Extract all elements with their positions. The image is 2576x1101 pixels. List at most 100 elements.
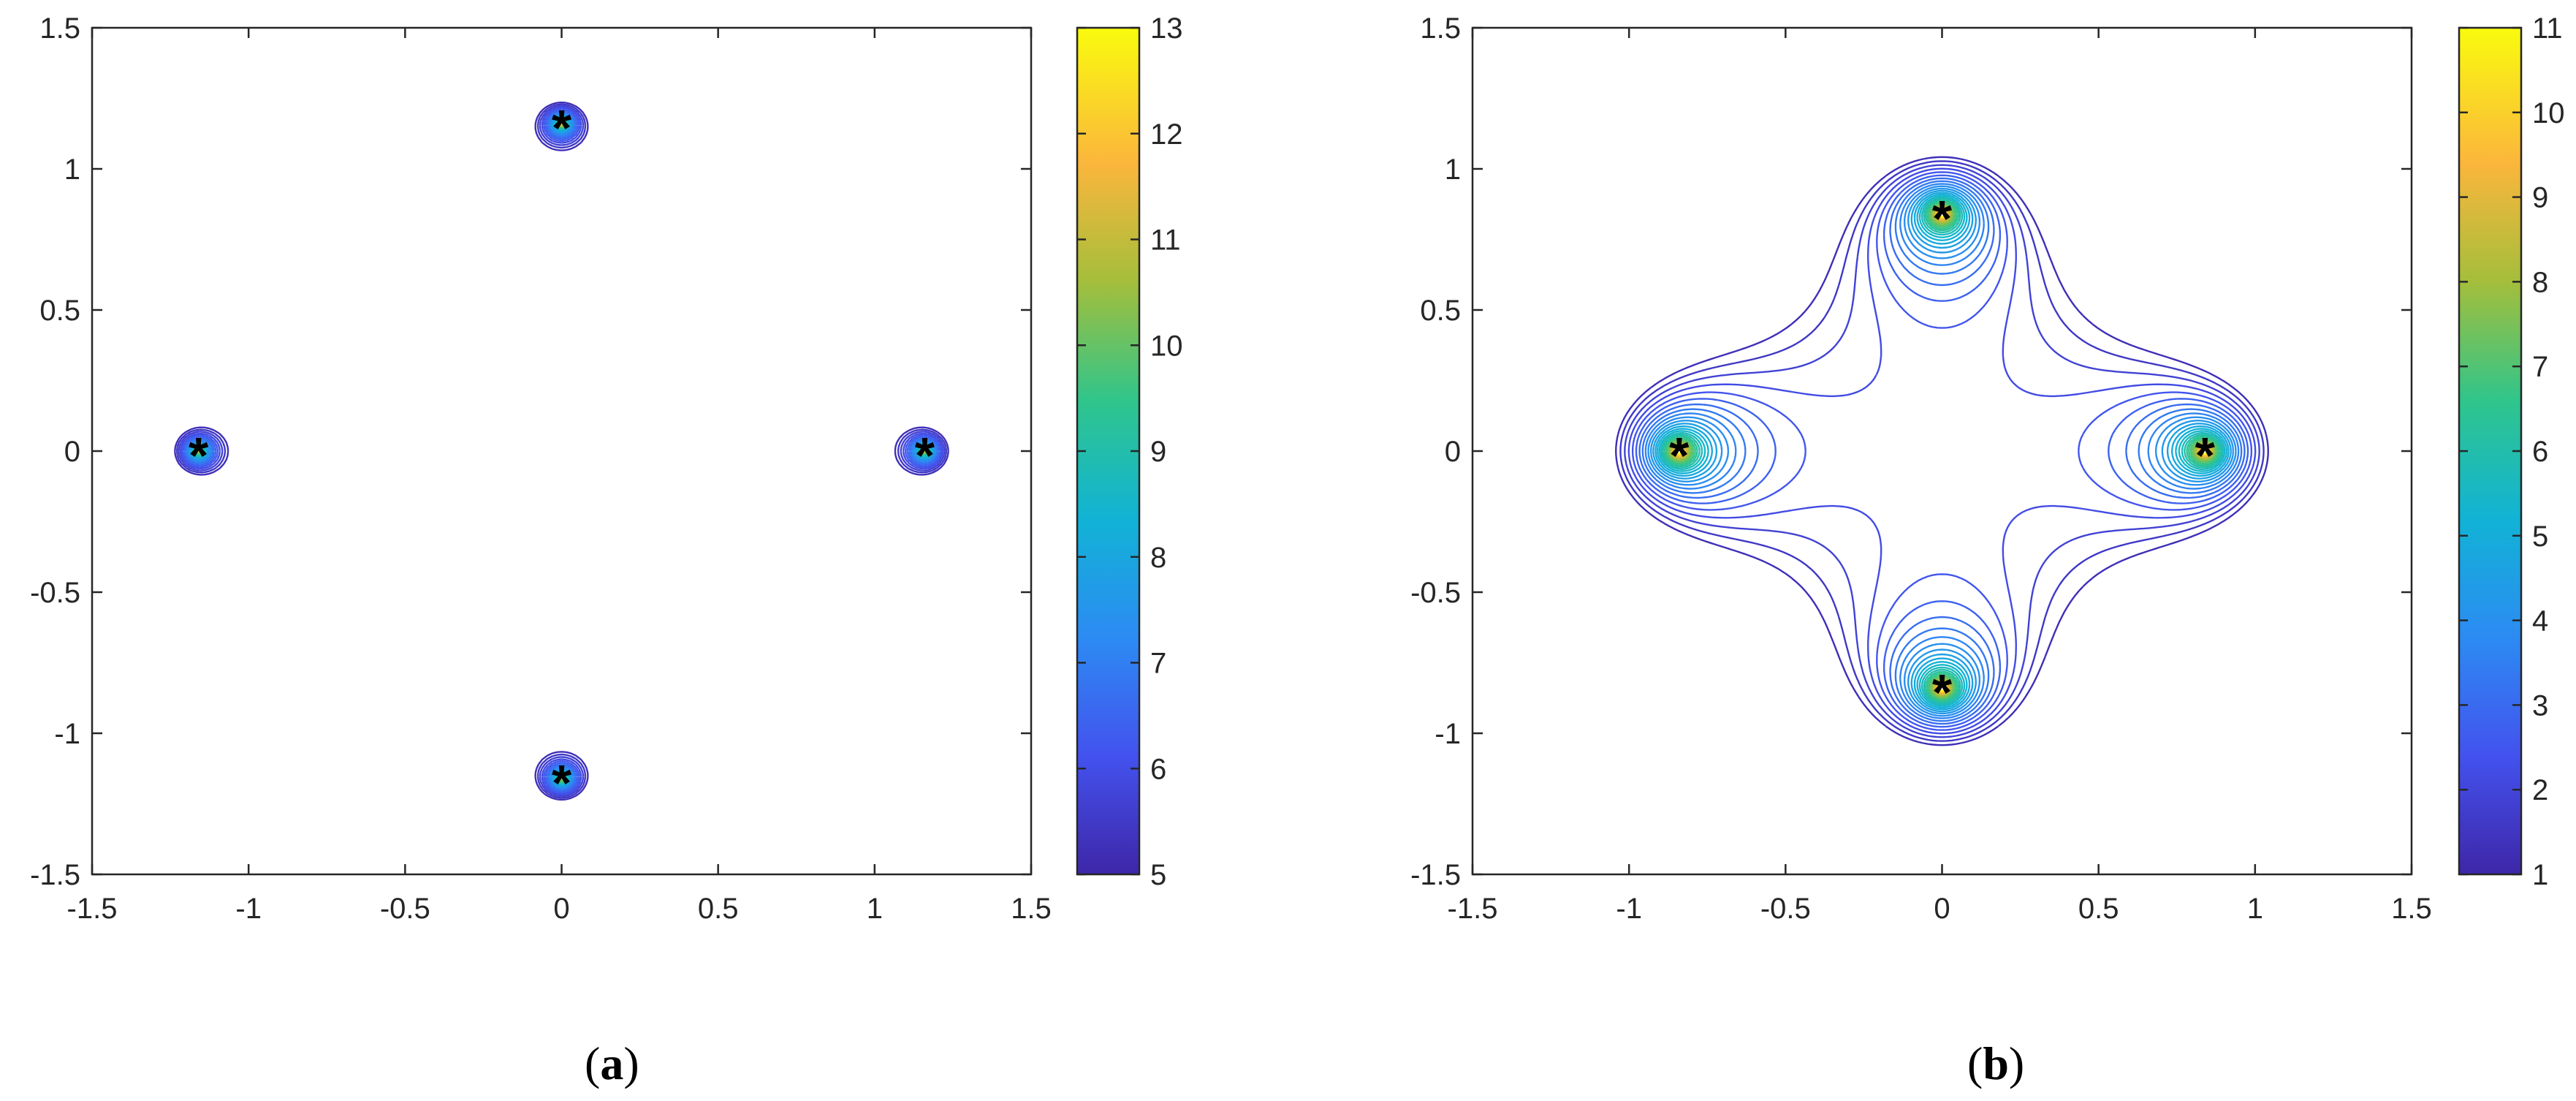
colorbar-tick-label: 4 [2532, 605, 2548, 637]
colorbar-tick-label: 12 [1150, 118, 1183, 151]
contour-level [1652, 189, 2232, 713]
y-tick-label: -0.5 [1410, 577, 1461, 609]
colorbar-tick-label: 5 [1150, 859, 1166, 891]
contour-level [1654, 192, 2230, 711]
x-ticks-a: -1.5 -1 -0.5 0 0.5 1 1.5 [67, 28, 1052, 925]
contour-level [185, 111, 938, 791]
contour-level [1638, 177, 2246, 725]
colorbar-tick-label: 9 [1150, 436, 1166, 468]
x-tick-label: 0.5 [698, 893, 739, 925]
colorbar-b [2458, 26, 2523, 876]
contour-level [1619, 160, 2265, 742]
colorbar-tick-label: 6 [2532, 436, 2548, 468]
x-tick-label: 0 [1934, 893, 1950, 925]
colorbar-tick-label: 5 [2532, 521, 2548, 553]
contour-level [1674, 210, 2210, 692]
y-ticks-b: 1.5 1 0.5 0 -0.5 -1 -1.5 [1410, 12, 2412, 891]
x-tick-label: 1.5 [2391, 893, 2432, 925]
markers-a: * * * * [189, 99, 935, 811]
markers-b: * * * * [1669, 190, 2216, 721]
contour-level [174, 101, 949, 801]
pole-marker: * [1932, 664, 1953, 721]
y-tick-label: 1.5 [39, 12, 80, 45]
plot-area-a [92, 28, 1031, 874]
pole-marker: * [2195, 427, 2216, 484]
colorbar-tick-label: 1 [2532, 859, 2548, 891]
colorbar-tick-label: 3 [2532, 689, 2548, 722]
x-tick-label: -0.5 [1760, 893, 1811, 925]
colorbar-tick-label: 13 [1150, 12, 1183, 45]
y-tick-label: 0.5 [39, 295, 80, 327]
x-tick-label: 1 [2247, 893, 2263, 925]
pole-marker: * [1669, 427, 1690, 484]
colorbar-tick-label: 10 [2532, 97, 2565, 129]
y-tick-label: 1.5 [1420, 12, 1461, 45]
x-tick-label: 1.5 [1011, 893, 1052, 925]
contour-lines-a [174, 101, 949, 801]
pole-marker: * [915, 427, 935, 484]
x-tick-label: -1.5 [67, 893, 118, 925]
colorbar-tick-label: 9 [2532, 182, 2548, 214]
colorbar-tick-label: 8 [1150, 542, 1166, 574]
colorbar-a [1076, 26, 1141, 876]
contour-level [199, 124, 924, 778]
contour-level [1664, 200, 2220, 702]
contour-level [183, 110, 940, 792]
pole-marker: * [552, 99, 572, 156]
x-tick-label: -1 [1616, 893, 1642, 925]
y-tick-label: 0 [1445, 436, 1461, 468]
contour-lines-b [1615, 156, 2269, 746]
x-tick-label: -0.5 [380, 893, 430, 925]
contour-level [1641, 180, 2243, 722]
colorbar-tick-label: 10 [1150, 330, 1183, 362]
y-tick-label: 1 [64, 154, 80, 186]
contour-level [1631, 171, 2253, 731]
contour-level [178, 105, 946, 798]
x-tick-label: 0.5 [2078, 893, 2119, 925]
y-ticks-a: 1.5 1 0.5 0 -0.5 -1 -1.5 [30, 12, 1031, 891]
contour-level [1665, 202, 2219, 700]
contour-level [1656, 193, 2228, 709]
colorbar-tick-label: 7 [1150, 648, 1166, 680]
contour-level [1649, 187, 2235, 715]
y-tick-label: -0.5 [30, 577, 80, 609]
contour-level [1635, 174, 2249, 728]
x-tick-label: 1 [867, 893, 883, 925]
contour-level [1615, 156, 2269, 746]
y-tick-label: 1 [1445, 154, 1461, 186]
contour-level [179, 106, 944, 796]
caption-b: (b) [1967, 1037, 2025, 1089]
x-tick-label: -1 [235, 893, 262, 925]
contour-level [182, 109, 941, 793]
colorbar-tick-label: 6 [1150, 753, 1166, 785]
contour-level [175, 103, 948, 799]
y-tick-label: -1.5 [1410, 859, 1461, 891]
contour-level [181, 107, 943, 795]
colorbar-tick-label: 8 [2532, 266, 2548, 298]
y-tick-label: -1.5 [30, 859, 80, 891]
contour-plot-b: *** * -1.5 -1 -0.5 0 0.5 1 1.5 1.510.50-0.5-1-1… [1410, 12, 2565, 925]
pole-marker: * [189, 427, 209, 484]
y-tick-label: 0 [64, 436, 80, 468]
x-tick-label: -1.5 [1448, 893, 1498, 925]
caption-a: (a) [585, 1037, 639, 1089]
contour-level [1647, 185, 2237, 717]
pole-marker: * [1932, 190, 1953, 247]
contour-plot-a: *** * -1.5 -1 -0.5 0 0.5 1 1.5 1.510.50-0.5-1-1… [30, 12, 1183, 925]
x-ticks-b: -1.5 -1 -0.5 0 0.5 1 1.5 [1448, 28, 2432, 925]
colorbar-tick-label: 11 [1150, 224, 1181, 257]
x-tick-label: 0 [553, 893, 569, 925]
contour-level [1644, 183, 2240, 719]
y-tick-label: 0.5 [1420, 295, 1461, 327]
contour-level [1627, 167, 2257, 735]
contour-level [1660, 197, 2224, 705]
contour-level [186, 113, 938, 790]
contour-level [1661, 198, 2223, 704]
y-tick-label: -1 [54, 718, 80, 750]
contour-level [1624, 164, 2260, 738]
contour-level [1658, 195, 2226, 707]
pole-marker: * [552, 754, 572, 811]
contour-level [1663, 200, 2221, 703]
y-tick-label: -1 [1435, 718, 1461, 750]
colorbar-tick-label: 7 [2532, 351, 2548, 383]
